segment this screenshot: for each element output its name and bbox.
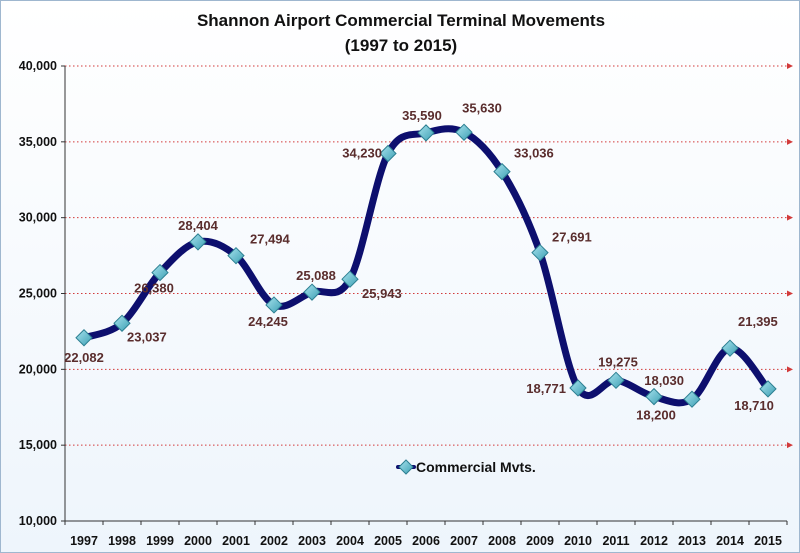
series-line: [80, 125, 772, 407]
x-tick-label: 1999: [146, 534, 174, 548]
y-tick-label: 20,000: [19, 362, 57, 376]
data-point: [569, 379, 587, 397]
x-tick-label: 2010: [564, 534, 592, 548]
data-label: 35,590: [402, 108, 442, 123]
gridline-arrow: [787, 366, 793, 373]
y-tick-label: 35,000: [19, 135, 57, 149]
gridline-arrow: [787, 290, 793, 297]
data-point: [113, 314, 131, 332]
x-axis: 1997 1998 1999 2000 2001 2002 2003 2004 2005 2006…: [64, 520, 788, 548]
gridline-arrow: [787, 63, 793, 69]
data-point: [417, 124, 435, 142]
legend-entry: Commercial Mvts.: [416, 459, 536, 475]
data-label: 34,230: [342, 146, 382, 161]
data-label: 18,710: [734, 398, 774, 413]
data-label: 25,088: [296, 268, 336, 283]
data-point: [455, 123, 473, 141]
x-tick-label: 2005: [374, 534, 402, 548]
data-point: [531, 243, 549, 262]
data-point: [379, 144, 397, 163]
data-label: 27,691: [552, 230, 592, 245]
x-tick-label: 2012: [640, 534, 668, 548]
data-label: 28,404: [178, 218, 219, 233]
data-point: [759, 380, 777, 398]
x-tick-label: 2009: [526, 534, 554, 548]
data-label: 25,943: [362, 286, 402, 301]
x-tick-label: 2007: [450, 534, 478, 548]
x-tick-label: 1998: [108, 534, 136, 548]
gridline-arrow: [787, 138, 793, 145]
x-tick-label: 2006: [412, 534, 440, 548]
data-point: [227, 246, 245, 265]
x-tick-label: 2015: [754, 534, 782, 548]
x-tick-label: 2002: [260, 534, 288, 548]
chart-title: Shannon Airport Commercial Terminal Move…: [197, 11, 605, 30]
gridlines: [65, 63, 793, 449]
data-label: 26,380: [134, 281, 174, 296]
data-label: 27,494: [250, 232, 291, 247]
data-point: [303, 283, 321, 301]
data-point: [151, 263, 169, 282]
data-label: 18,200: [636, 408, 676, 423]
series: [75, 123, 777, 408]
data-label: 21,395: [738, 314, 778, 329]
data-point: [645, 387, 663, 406]
data-label: 33,036: [514, 146, 554, 161]
x-tick-label: 2008: [488, 534, 516, 548]
data-label: 18,030: [644, 373, 684, 388]
chart-subtitle: (1997 to 2015): [345, 36, 457, 55]
x-tick-label: 1997: [70, 534, 98, 548]
data-point: [265, 296, 283, 314]
x-tick-label: 2011: [602, 534, 629, 548]
data-point: [721, 339, 739, 357]
data-point: [189, 233, 207, 251]
y-tick-label: 10,000: [19, 514, 57, 528]
data-point: [683, 390, 701, 408]
x-tick-label: 2003: [298, 534, 326, 548]
data-point: [493, 162, 511, 181]
data-label: 19,275: [598, 354, 638, 369]
x-tick-label: 2001: [222, 534, 250, 548]
x-tick-label: 2004: [336, 534, 364, 548]
data-label: 23,037: [127, 329, 167, 344]
x-tick-label: 2000: [184, 534, 212, 548]
y-tick-label: 15,000: [19, 438, 57, 452]
legend: Commercial Mvts.: [396, 459, 536, 475]
y-tick-label: 40,000: [19, 59, 57, 73]
y-axis: 10,000 15,000 20,000 25,000 30,000 35,000 40,0…: [19, 59, 66, 528]
data-point: [75, 329, 93, 347]
y-tick-label: 30,000: [19, 211, 57, 225]
gridline-arrow: [787, 442, 793, 449]
data-label: 35,630: [462, 100, 502, 115]
gridline-arrow: [787, 214, 793, 221]
data-label: 18,771: [526, 381, 566, 396]
data-label: 22,082: [64, 350, 104, 365]
y-tick-label: 25,000: [19, 287, 57, 301]
data-point: [341, 270, 359, 288]
data-label: 24,245: [248, 314, 288, 329]
legend-marker-swatch: [398, 459, 414, 475]
data-point: [607, 371, 625, 390]
x-tick-label: 2014: [716, 534, 744, 548]
x-tick-label: 2013: [678, 534, 706, 548]
data-labels: 22,082 23,037 26,380 28,404 27,494 24,245 25,0…: [64, 100, 778, 422]
